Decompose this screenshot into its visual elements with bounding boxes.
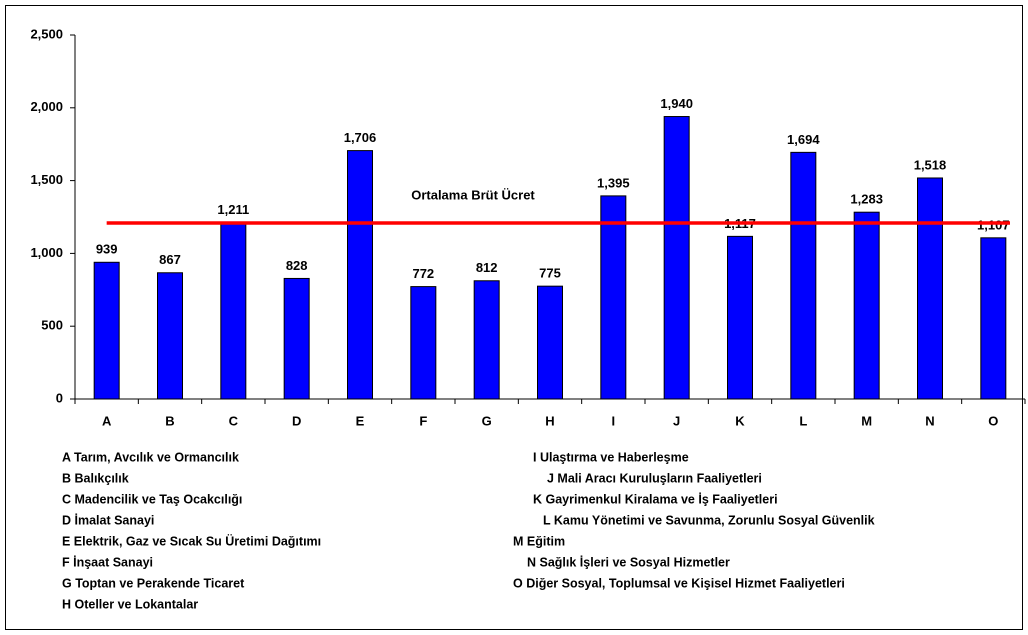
y-tick-label: 500 [41,318,63,333]
data-label: 1,940 [660,96,693,111]
bar [790,151,817,400]
data-label: 1,706 [344,130,377,145]
legend-item: O Diğer Sosyal, Toplumsal ve Kişisel Hiz… [513,576,845,590]
x-tick-label: B [165,413,174,428]
data-label: 775 [539,266,561,281]
legend-item: D İmalat Sanayi [62,512,154,527]
bar [853,211,880,400]
x-tick-label: I [612,413,616,428]
bar [93,261,120,400]
bar [663,116,690,400]
bar [220,222,247,400]
legend-item: E Elektrik, Gaz ve Sıcak Su Üretimi Dağı… [62,533,321,548]
bar [917,177,943,400]
data-label: 1,518 [914,157,947,172]
bar [473,280,500,400]
bar [600,195,627,400]
x-tick-label: E [356,413,365,428]
bar [347,150,373,400]
bar [410,286,437,400]
data-label: 1,211 [217,202,249,217]
data-label: 867 [159,252,181,267]
x-tick-label: M [861,413,872,428]
x-tick-label: O [988,413,998,428]
x-tick-label: C [229,413,239,428]
bar [537,285,563,400]
data-label: 1,395 [597,175,630,190]
legend-item: G Toptan ve Perakende Ticaret [62,576,245,590]
data-label: 1,283 [850,192,883,207]
data-label: 1,107 [977,217,1010,232]
legend-item: B Balıkçılık [62,471,129,485]
bar [157,272,183,400]
data-label: 772 [412,266,434,281]
legend-item: M Eğitim [513,534,565,548]
bar [283,277,310,400]
legend-item: J Mali Aracı Kuruluşların Faaliyetleri [547,471,762,485]
x-tick-label: D [292,413,301,428]
bar [980,237,1007,400]
data-label: 812 [476,260,498,275]
data-label: 828 [286,258,308,273]
y-tick-label: 2,000 [30,99,63,114]
bar [727,235,753,400]
x-tick-label: F [419,413,427,428]
y-tick-label: 1,500 [30,172,63,187]
x-tick-label: J [673,413,680,428]
legend-item: K Gayrimenkul Kiralama ve İş Faaliyetler… [533,491,778,506]
x-tick-label: G [482,413,492,428]
x-tick-label: A [102,413,112,428]
legend-item: A Tarım, Avcılık ve Ormancılık [62,450,239,464]
legend-item: N Sağlık İşleri ve Sosyal Hizmetler [527,554,730,569]
y-tick-label: 2,500 [30,26,63,41]
reference-label: Ortalama Brüt Ücret [411,187,535,202]
data-label: 939 [96,242,118,257]
legend-item: C Madencilik ve Taş Ocakcılığı [62,492,242,506]
legend-item: H Oteller ve Lokantalar [62,597,198,611]
x-tick-label: L [799,413,807,428]
legend-item: L Kamu Yönetimi ve Savunma, Zorunlu Sosy… [543,513,875,527]
legend-item: F İnşaat Sanayi [62,554,153,569]
y-tick-label: 1,000 [30,245,63,260]
legend-item: I Ulaştırma ve Haberleşme [533,450,689,464]
x-tick-label: H [545,413,554,428]
x-tick-label: K [735,413,745,428]
data-label: 1,694 [787,132,820,147]
x-tick-label: N [925,413,934,428]
y-tick-label: 0 [56,390,63,405]
